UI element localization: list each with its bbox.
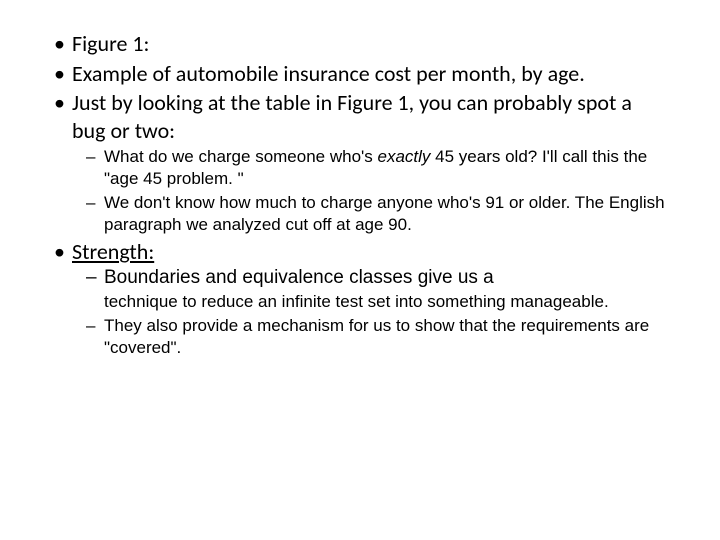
- strength-line-text: Boundaries and equivalence classes give …: [104, 267, 494, 288]
- sub-item-mechanism: They also provide a mechanism for us to …: [72, 315, 670, 359]
- sub-list-strength: They also provide a mechanism for us to …: [72, 315, 670, 359]
- strength-continuation: technique to reduce an infinite test set…: [72, 291, 670, 313]
- strength-sub-line: Boundaries and equivalence classes give …: [72, 266, 670, 291]
- bullet-example: Example of automobile insurance cost per…: [50, 60, 670, 88]
- sub-text-em: exactly: [378, 147, 431, 166]
- sub-item-age45: What do we charge someone who's exactly …: [72, 146, 670, 190]
- bullet-text: Example of automobile insurance cost per…: [72, 60, 585, 87]
- sub-item-age91: We don't know how much to charge anyone …: [72, 192, 670, 236]
- strength-cont-text: technique to reduce an infinite test set…: [104, 292, 609, 311]
- bullet-strength: Strength: Boundaries and equivalence cla…: [50, 238, 670, 358]
- bullet-text: Just by looking at the table in Figure 1…: [72, 89, 632, 144]
- sub-list-bugs: What do we charge someone who's exactly …: [72, 146, 670, 236]
- main-bullet-list: Figure 1: Example of automobile insuranc…: [50, 30, 670, 359]
- bullet-figure-1: Figure 1:: [50, 30, 670, 58]
- bullet-text: Figure 1:: [72, 30, 149, 57]
- sub-text-pre: What do we charge someone who's: [104, 147, 378, 166]
- bullet-spot-bug: Just by looking at the table in Figure 1…: [50, 89, 670, 236]
- sub-text: They also provide a mechanism for us to …: [104, 316, 649, 357]
- sub-text: We don't know how much to charge anyone …: [104, 193, 665, 234]
- bullet-text-strength: Strength:: [72, 238, 154, 265]
